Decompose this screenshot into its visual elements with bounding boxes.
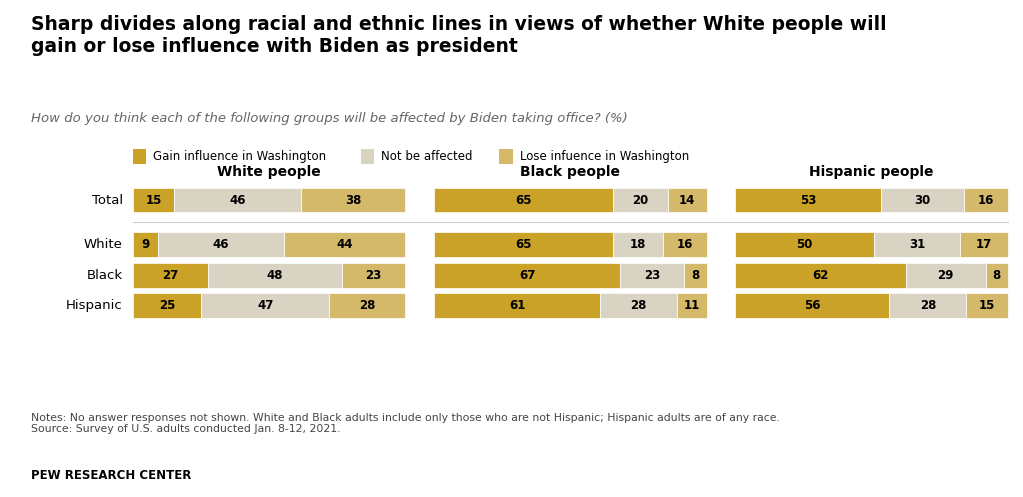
Text: 62: 62 [812, 268, 829, 282]
Text: 8: 8 [692, 268, 700, 282]
FancyBboxPatch shape [174, 187, 301, 212]
Text: 44: 44 [337, 238, 353, 251]
FancyBboxPatch shape [881, 187, 964, 212]
Text: 61: 61 [509, 299, 526, 312]
Text: PEW RESEARCH CENTER: PEW RESEARCH CENTER [31, 469, 191, 482]
FancyBboxPatch shape [736, 232, 875, 257]
Text: 17: 17 [976, 238, 992, 251]
Text: 16: 16 [977, 193, 993, 207]
Text: 65: 65 [516, 238, 532, 251]
Text: Sharp divides along racial and ethnic lines in views of whether White people wil: Sharp divides along racial and ethnic li… [31, 15, 886, 56]
Text: Black people: Black people [521, 165, 620, 179]
FancyBboxPatch shape [905, 262, 985, 287]
Text: 9: 9 [141, 238, 149, 251]
FancyBboxPatch shape [434, 232, 613, 257]
Text: 38: 38 [345, 193, 361, 207]
Text: Not be affected: Not be affected [382, 150, 473, 163]
FancyBboxPatch shape [133, 293, 202, 318]
Text: 56: 56 [804, 299, 820, 312]
Text: Lose infuence in Washington: Lose infuence in Washington [520, 150, 690, 163]
Text: 15: 15 [979, 299, 995, 312]
Text: 46: 46 [213, 238, 229, 251]
FancyBboxPatch shape [875, 232, 961, 257]
Text: 23: 23 [365, 268, 382, 282]
FancyBboxPatch shape [676, 293, 707, 318]
FancyBboxPatch shape [133, 232, 158, 257]
FancyBboxPatch shape [208, 262, 342, 287]
FancyBboxPatch shape [961, 232, 1008, 257]
FancyBboxPatch shape [620, 262, 684, 287]
FancyBboxPatch shape [499, 149, 513, 164]
Text: Hispanic people: Hispanic people [809, 165, 934, 179]
Text: 18: 18 [629, 238, 646, 251]
FancyBboxPatch shape [889, 293, 967, 318]
Text: 15: 15 [145, 193, 162, 207]
Text: 48: 48 [267, 268, 283, 282]
Text: 11: 11 [683, 299, 700, 312]
Text: 65: 65 [516, 193, 532, 207]
Text: 30: 30 [915, 193, 931, 207]
FancyBboxPatch shape [613, 232, 663, 257]
FancyBboxPatch shape [964, 187, 1008, 212]
FancyBboxPatch shape [133, 149, 146, 164]
Text: 23: 23 [644, 268, 661, 282]
FancyBboxPatch shape [663, 232, 707, 257]
Text: 53: 53 [800, 193, 816, 207]
FancyBboxPatch shape [342, 262, 405, 287]
Text: Hispanic: Hispanic [66, 299, 123, 312]
FancyBboxPatch shape [202, 293, 329, 318]
Text: 16: 16 [676, 238, 693, 251]
Text: 47: 47 [257, 299, 273, 312]
FancyBboxPatch shape [434, 293, 601, 318]
Text: 29: 29 [937, 268, 953, 282]
Text: 8: 8 [992, 268, 1000, 282]
FancyBboxPatch shape [158, 232, 284, 257]
Text: White: White [84, 238, 123, 251]
FancyBboxPatch shape [301, 187, 405, 212]
FancyBboxPatch shape [684, 262, 707, 287]
Text: 27: 27 [163, 268, 179, 282]
FancyBboxPatch shape [985, 262, 1008, 287]
Text: 31: 31 [909, 238, 926, 251]
Text: 25: 25 [159, 299, 175, 312]
FancyBboxPatch shape [434, 187, 613, 212]
FancyBboxPatch shape [601, 293, 676, 318]
Text: 20: 20 [632, 193, 649, 207]
Text: 50: 50 [797, 238, 813, 251]
FancyBboxPatch shape [736, 187, 881, 212]
FancyBboxPatch shape [736, 293, 889, 318]
Text: 28: 28 [359, 299, 375, 312]
FancyBboxPatch shape [613, 187, 668, 212]
Text: 46: 46 [229, 193, 246, 207]
Text: White people: White people [217, 165, 321, 179]
FancyBboxPatch shape [133, 262, 208, 287]
Text: How do you think each of the following groups will be affected by Biden taking o: How do you think each of the following g… [31, 112, 627, 125]
Text: 14: 14 [679, 193, 696, 207]
Text: Total: Total [92, 193, 123, 207]
Text: Gain influence in Washington: Gain influence in Washington [153, 150, 326, 163]
FancyBboxPatch shape [284, 232, 405, 257]
FancyBboxPatch shape [329, 293, 405, 318]
FancyBboxPatch shape [361, 149, 374, 164]
FancyBboxPatch shape [133, 187, 174, 212]
Text: 28: 28 [920, 299, 936, 312]
FancyBboxPatch shape [967, 293, 1008, 318]
Text: Black: Black [87, 268, 123, 282]
FancyBboxPatch shape [668, 187, 707, 212]
FancyBboxPatch shape [434, 262, 620, 287]
Text: Notes: No answer responses not shown. White and Black adults include only those : Notes: No answer responses not shown. Wh… [31, 413, 780, 434]
Text: 28: 28 [630, 299, 647, 312]
Text: 67: 67 [519, 268, 535, 282]
FancyBboxPatch shape [736, 262, 905, 287]
